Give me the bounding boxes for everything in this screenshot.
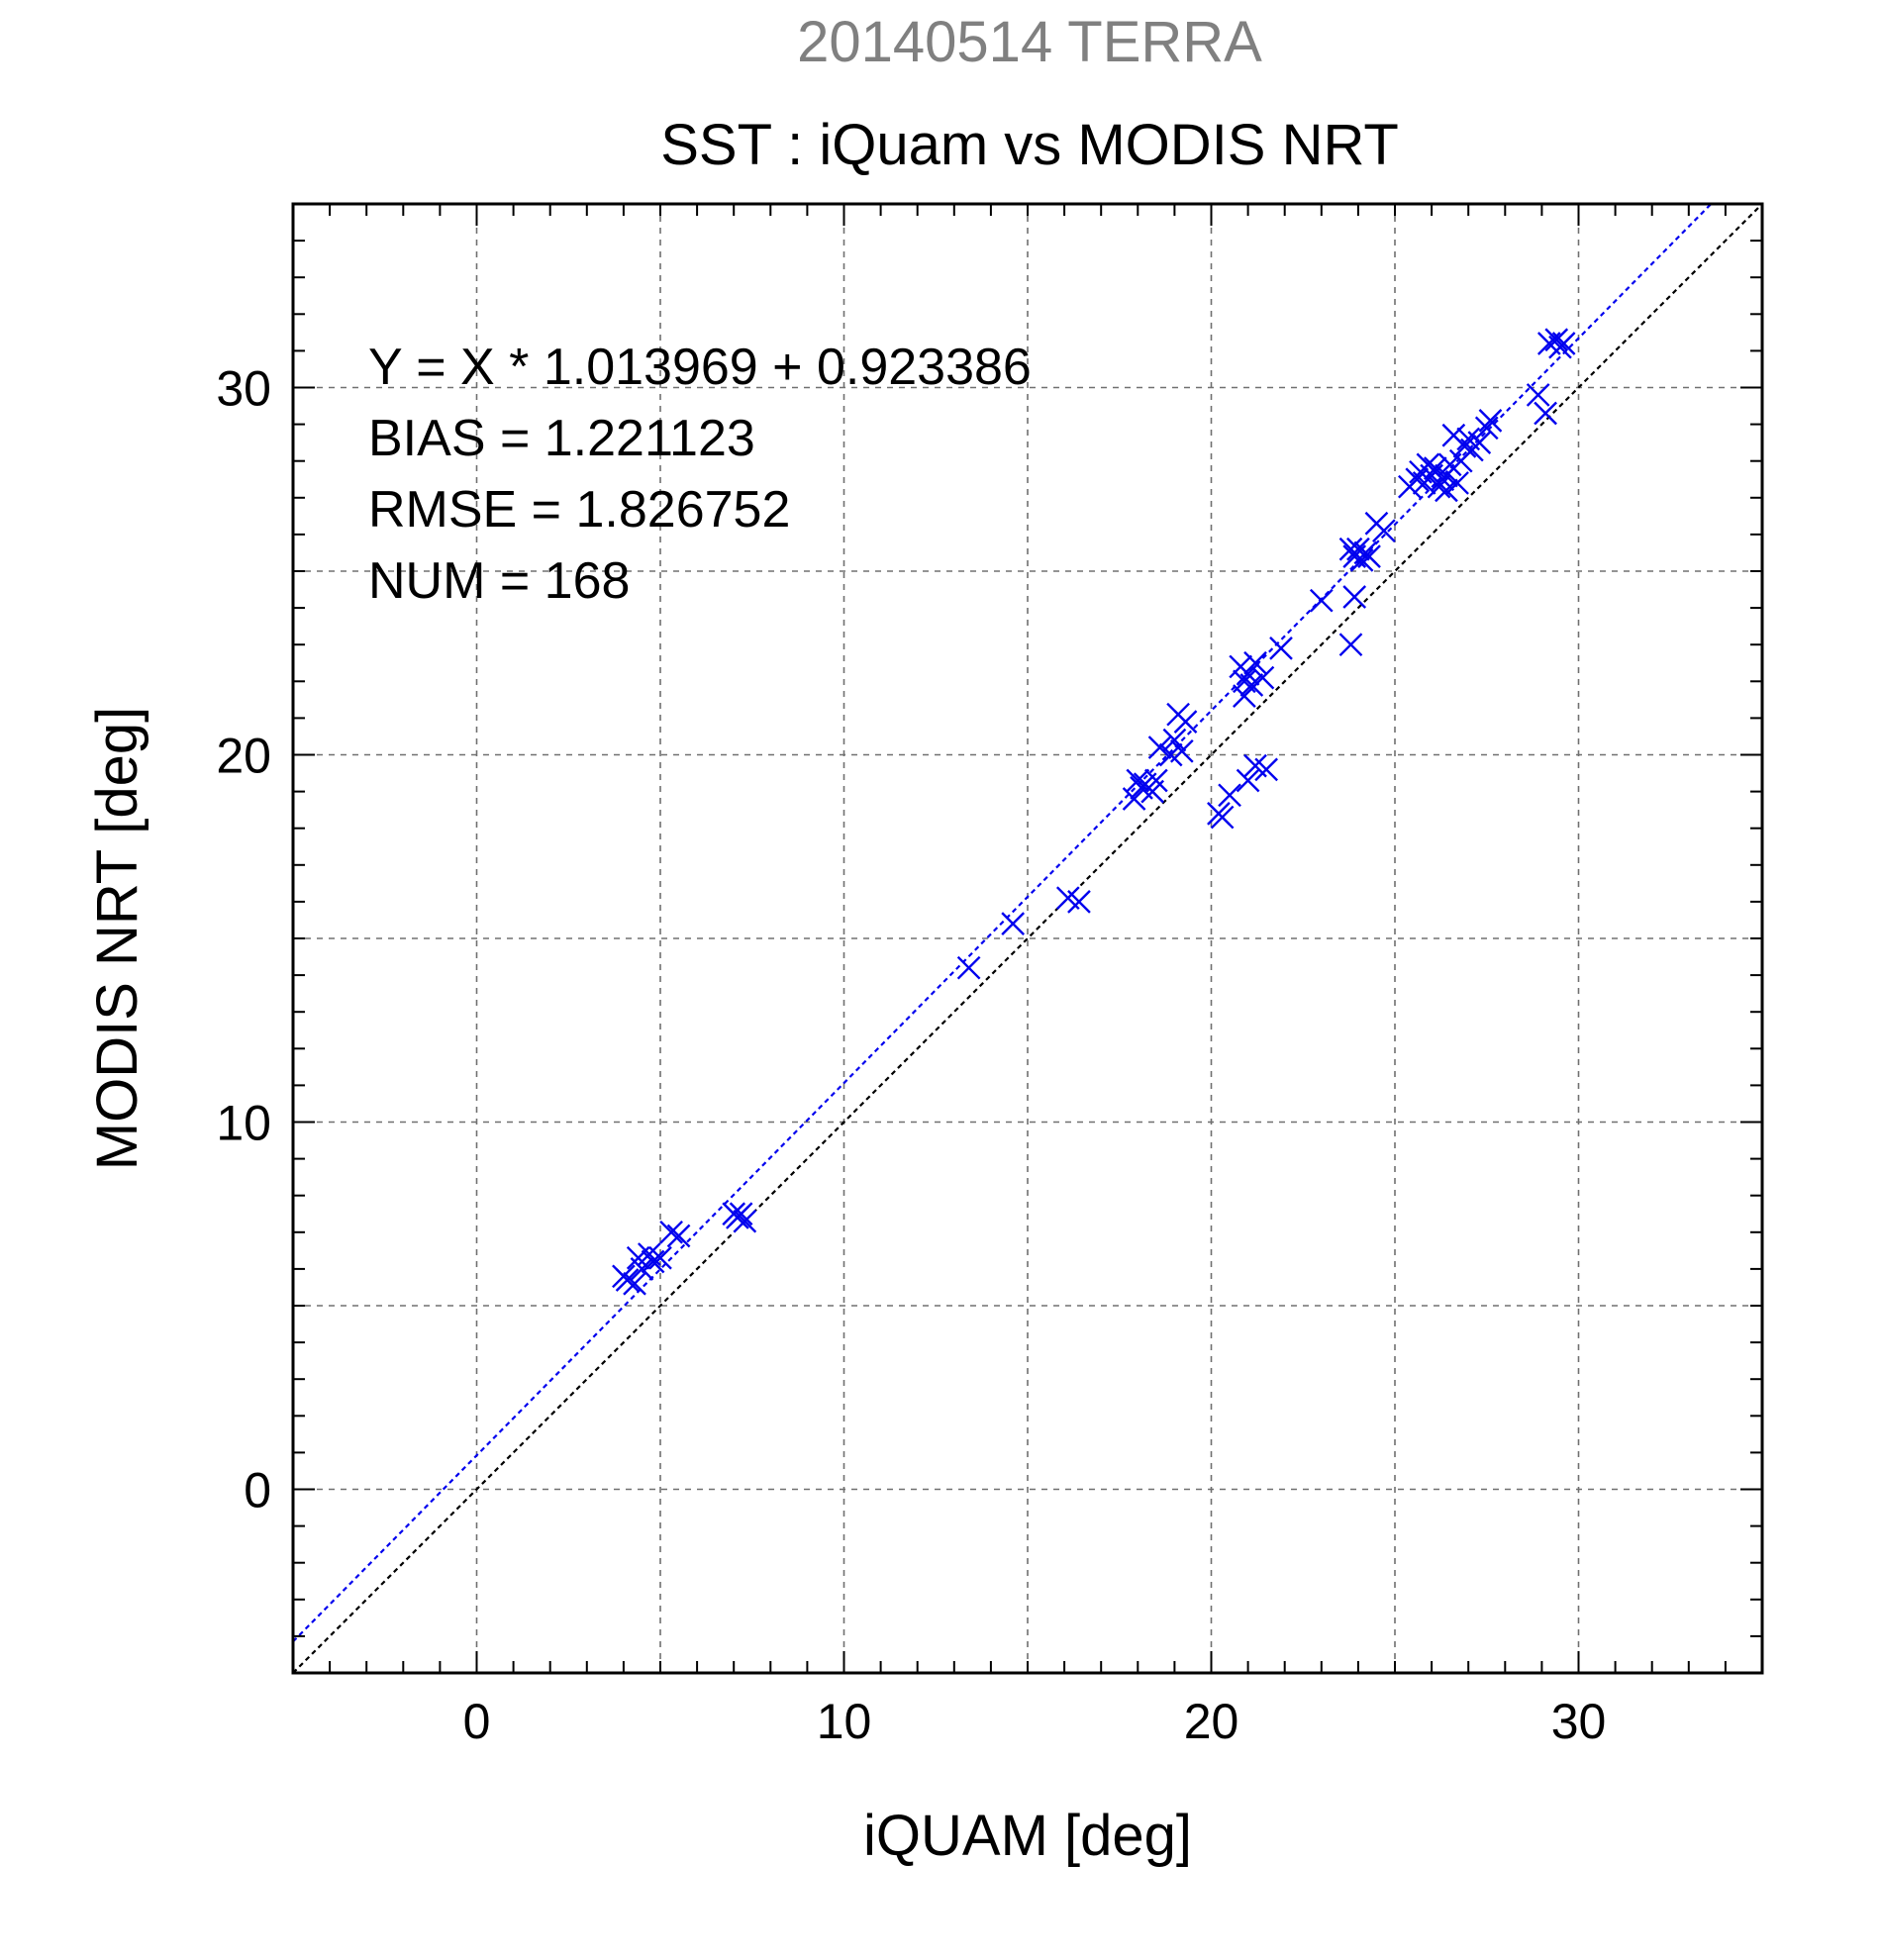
reference-lines [292,203,1763,1674]
data-point [1169,738,1194,763]
stats-line: BIAS = 1.221123 [368,410,755,467]
data-point [1144,768,1168,793]
y-tick-label: 10 [216,1096,271,1151]
data-point [1218,783,1241,808]
data-point [1233,684,1256,708]
data-point [1254,757,1278,782]
data-point [1534,401,1557,426]
data-point [1474,416,1499,441]
x-tick-label: 30 [1551,1694,1607,1749]
data-point [1147,735,1172,759]
identity-line [292,203,1763,1674]
data-point [1269,637,1293,660]
data-point [1067,890,1091,914]
data-point [729,1202,753,1226]
data-point [1173,710,1198,734]
data-point [1435,478,1458,503]
data-point [1236,768,1260,793]
regression-fit-line [292,203,1713,1643]
data-point [1309,588,1334,613]
data-point [623,1271,646,1296]
data-point [1445,471,1469,495]
data-point [1342,585,1367,609]
data-point [1405,467,1430,492]
data-point [641,1249,665,1274]
y-axis-label: MODIS NRT [deg] [85,707,149,1170]
data-point [1423,456,1447,480]
x-axis-label: iQUAM [deg] [863,1804,1192,1868]
stats-annotation: Y = X * 1.013969 + 0.923386 BIAS = 1.2211… [368,339,1032,610]
data-point [659,1220,683,1244]
data-point [1126,768,1150,793]
y-tick-label: 0 [244,1463,271,1519]
data-point [666,1224,691,1248]
data-points [612,328,1576,1296]
grid-lines [293,204,1762,1673]
data-point [956,955,981,980]
data-point [1162,728,1187,752]
chart-subtitle: SST : iQuam vs MODIS NRT [660,113,1399,177]
data-point [1478,409,1503,433]
data-point [1001,912,1026,936]
x-tick-label: 10 [817,1694,872,1749]
data-point [1243,650,1267,675]
data-point [1122,787,1146,811]
data-point [1427,474,1451,499]
data-point [1239,673,1264,697]
data-point [1349,548,1374,572]
data-point [1210,805,1235,830]
data-point [733,1209,757,1233]
x-tick-label: 20 [1184,1694,1239,1749]
y-tick-label: 30 [216,361,271,417]
x-tick-label: 0 [463,1694,491,1749]
stats-line: NUM = 168 [368,552,630,610]
data-point [630,1257,654,1281]
data-point [1526,383,1550,407]
data-point [1544,328,1569,352]
data-point [1467,431,1492,454]
data-point [1357,544,1381,569]
data-point [1250,665,1275,690]
data-point [1551,332,1576,355]
y-tick-label: 20 [216,729,271,784]
axis-ticks: 0 10 20 30 0 10 20 30 [216,204,1762,1749]
data-point [1338,633,1363,657]
data-point [648,1245,672,1270]
chart-title: 20140514 TERRA [797,10,1262,74]
stats-line: Y = X * 1.013969 + 0.923386 [368,339,1032,396]
data-point [1372,519,1396,543]
stats-line: RMSE = 1.826752 [368,481,790,539]
data-point [615,1268,640,1292]
data-point [1452,435,1477,458]
